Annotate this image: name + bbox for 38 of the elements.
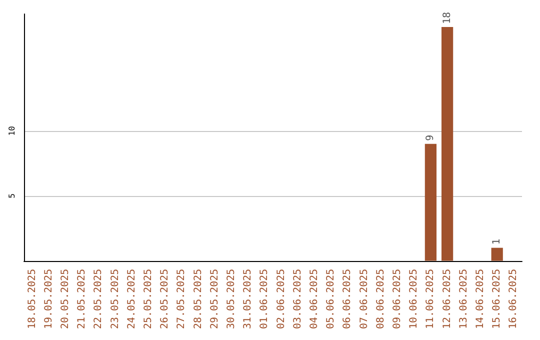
x-tick-label: 31.05.2025: [242, 268, 254, 330]
x-tick-label: 09.06.2025: [392, 268, 403, 330]
bar: [424, 144, 437, 261]
x-tick-label: 20.05.2025: [60, 268, 71, 330]
x-tick-label: 13.06.2025: [458, 268, 470, 330]
x-tick-label: 14.06.2025: [475, 268, 486, 330]
x-tick-label: 21.05.2025: [76, 268, 88, 330]
data-label: 18: [442, 12, 453, 24]
y-tick-label: 10: [8, 126, 16, 136]
x-tick-label: 19.05.2025: [43, 268, 54, 330]
x-tick-label: 22.05.2025: [93, 268, 104, 330]
x-tick-label: 04.06.2025: [309, 268, 320, 330]
x-tick-label: 03.06.2025: [292, 268, 304, 330]
x-tick-label: 01.06.2025: [259, 268, 270, 330]
x-tick-label: 02.06.2025: [276, 268, 287, 330]
x-tick-label: 16.06.2025: [508, 268, 520, 330]
x-tick-label: 08.06.2025: [375, 268, 386, 330]
x-tick-label: 24.05.2025: [126, 268, 138, 330]
x-tick-label: 25.05.2025: [143, 268, 154, 330]
x-tick-label: 07.06.2025: [358, 268, 370, 330]
data-label: 9: [425, 134, 436, 141]
bar: [491, 248, 503, 261]
x-tick-label: 15.06.2025: [492, 268, 503, 330]
x-tick-label: 12.06.2025: [442, 268, 453, 330]
y-tick-label: 5: [8, 193, 16, 198]
x-tick-label: 27.05.2025: [176, 268, 188, 330]
x-tick-label: 11.06.2025: [425, 268, 436, 330]
x-tick-label: 06.06.2025: [342, 268, 354, 330]
x-tick-label: 28.05.2025: [192, 268, 204, 330]
x-tick-label: 18.05.2025: [26, 268, 38, 330]
bar: [441, 26, 454, 261]
x-tick-label: 23.05.2025: [110, 268, 121, 330]
data-label: 1: [492, 238, 503, 245]
x-tick-label: 05.06.2025: [326, 268, 337, 330]
x-tick-label: 10.06.2025: [408, 268, 420, 330]
x-tick-label: 29.05.2025: [209, 268, 220, 330]
x-tick-label: 30.05.2025: [226, 268, 237, 330]
x-tick-label: 26.05.2025: [160, 268, 171, 330]
